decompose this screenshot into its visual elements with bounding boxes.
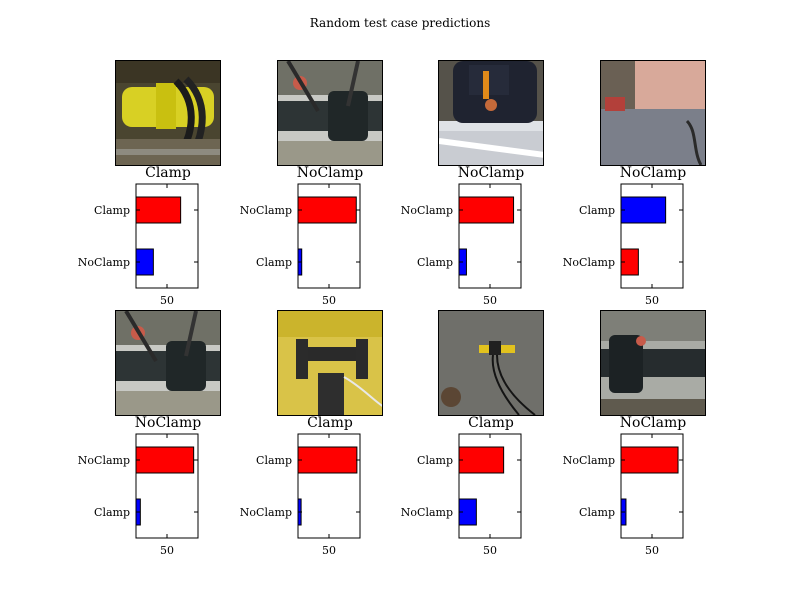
test-case-image — [600, 60, 706, 166]
x-tick-label: 50 — [322, 294, 336, 307]
bar-clamp — [297, 446, 358, 474]
y-tick-label: Clamp — [417, 256, 453, 269]
prediction-bar-chart: NoClamp Clamp 50 — [78, 433, 199, 557]
y-tick-label: Clamp — [417, 454, 453, 467]
test-case-label: NoClamp — [296, 165, 364, 181]
test-case-image — [438, 60, 544, 166]
test-case-label: Clamp — [145, 165, 191, 181]
bar-clamp — [458, 446, 505, 474]
x-tick-label: 50 — [483, 544, 497, 557]
y-tick-label: Clamp — [94, 204, 130, 217]
prediction-bar-chart: NoClamp Clamp 50 — [563, 433, 684, 557]
y-tick-label: Clamp — [256, 256, 292, 269]
prediction-bar-chart: Clamp NoClamp 50 — [563, 183, 684, 307]
y-tick-label: NoClamp — [401, 506, 453, 519]
y-tick-label: NoClamp — [563, 256, 615, 269]
y-tick-label: NoClamp — [401, 204, 453, 217]
test-case-label: Clamp — [468, 415, 514, 431]
bar-noclamp — [458, 196, 515, 224]
prediction-bar-chart: NoClamp Clamp 50 — [401, 183, 522, 307]
test-case-label: NoClamp — [134, 415, 202, 431]
y-tick-label: NoClamp — [78, 454, 130, 467]
y-tick-label: Clamp — [579, 204, 615, 217]
bar-noclamp — [135, 446, 195, 474]
x-tick-label: 50 — [483, 294, 497, 307]
figure-title: Random test case predictions — [309, 16, 491, 30]
test-case-image — [115, 60, 221, 166]
y-tick-label: Clamp — [579, 506, 615, 519]
y-tick-label: NoClamp — [240, 506, 292, 519]
x-tick-label: 50 — [322, 544, 336, 557]
test-case-image — [438, 310, 544, 416]
test-case-image — [115, 310, 221, 416]
y-tick-label: Clamp — [94, 506, 130, 519]
x-tick-label: 50 — [160, 294, 174, 307]
test-case-label: NoClamp — [619, 165, 687, 181]
x-tick-label: 50 — [645, 294, 659, 307]
prediction-bar-chart: Clamp NoClamp 50 — [78, 183, 199, 307]
y-tick-label: NoClamp — [563, 454, 615, 467]
test-case-label: NoClamp — [619, 415, 687, 431]
bar-clamp — [620, 196, 667, 224]
test-case-image — [600, 310, 706, 416]
bar-clamp — [135, 196, 182, 224]
y-tick-label: NoClamp — [78, 256, 130, 269]
test-case-label: Clamp — [307, 415, 353, 431]
test-case-image — [277, 310, 383, 416]
x-tick-label: 50 — [160, 544, 174, 557]
y-tick-label: Clamp — [256, 454, 292, 467]
bar-noclamp — [297, 196, 357, 224]
prediction-bar-chart: Clamp NoClamp 50 — [240, 433, 361, 557]
x-tick-label: 50 — [645, 544, 659, 557]
bar-noclamp — [620, 446, 679, 474]
prediction-bar-chart: Clamp NoClamp 50 — [401, 433, 522, 557]
y-tick-label: NoClamp — [240, 204, 292, 217]
test-case-label: NoClamp — [457, 165, 525, 181]
prediction-bar-chart: NoClamp Clamp 50 — [240, 183, 361, 307]
test-case-image — [277, 60, 383, 166]
